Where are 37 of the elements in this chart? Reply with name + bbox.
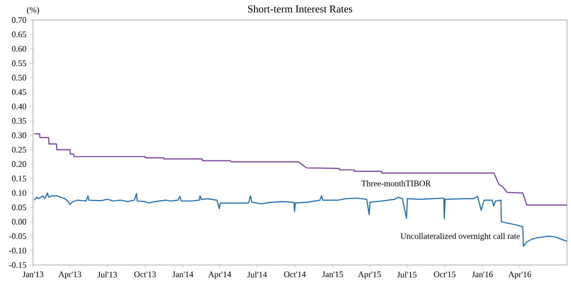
y-tick-label: 0.70 (12, 17, 26, 23)
x-tick-label: Jan'15 (322, 272, 343, 278)
y-tick-label: 0.50 (12, 74, 26, 81)
y-tick-label: 0.00 (12, 218, 26, 225)
x-tick-label: Apr'15 (358, 272, 381, 279)
y-tick-label: 0.55 (12, 60, 26, 66)
y-tick-label: 0.25 (12, 146, 26, 153)
y-tick-label: 0.40 (12, 104, 26, 110)
y-axis-title: (%) (27, 6, 39, 14)
y-tick-label: 0.05 (12, 204, 26, 210)
y-tick-label: -0.05 (9, 233, 26, 240)
y-tick-label: 0.10 (12, 190, 26, 196)
x-tick-label: Jul'14 (247, 272, 267, 278)
x-tick-label: Jan'13 (22, 272, 44, 278)
x-tick-label: Jan'16 (472, 272, 493, 278)
line-series (34, 133, 568, 206)
y-tick-label: 0.60 (12, 46, 26, 52)
x-tick-label: Apr'16 (508, 272, 532, 279)
x-tick-label: Apr'13 (58, 272, 82, 279)
x-tick-label: Oct'15 (434, 272, 456, 278)
x-tick-label: Apr'14 (208, 272, 232, 279)
y-tick-label: 0.35 (12, 118, 26, 124)
y-tick-label: 0.15 (12, 176, 26, 182)
x-tick-label: Jan'14 (172, 272, 194, 278)
y-tick-label: 0.45 (12, 89, 26, 95)
y-tick-label: 0.65 (12, 32, 26, 38)
x-tick-label: Jul'13 (98, 272, 117, 278)
y-tick-label: 0.30 (12, 132, 26, 138)
series-label: Uncollateralized overnight call rate (400, 232, 520, 241)
y-tick-label: -0.10 (9, 248, 26, 254)
x-tick-label: Oct'13 (134, 272, 156, 278)
x-tick-label: Oct'14 (284, 272, 306, 278)
x-tick-label: Jul'15 (397, 272, 417, 278)
series-label: Three-monthTIBOR (361, 180, 431, 186)
y-tick-label: -0.15 (9, 262, 26, 268)
chart-title: Short-term Interest Rates (248, 5, 352, 13)
y-tick-label: 0.20 (12, 161, 26, 167)
